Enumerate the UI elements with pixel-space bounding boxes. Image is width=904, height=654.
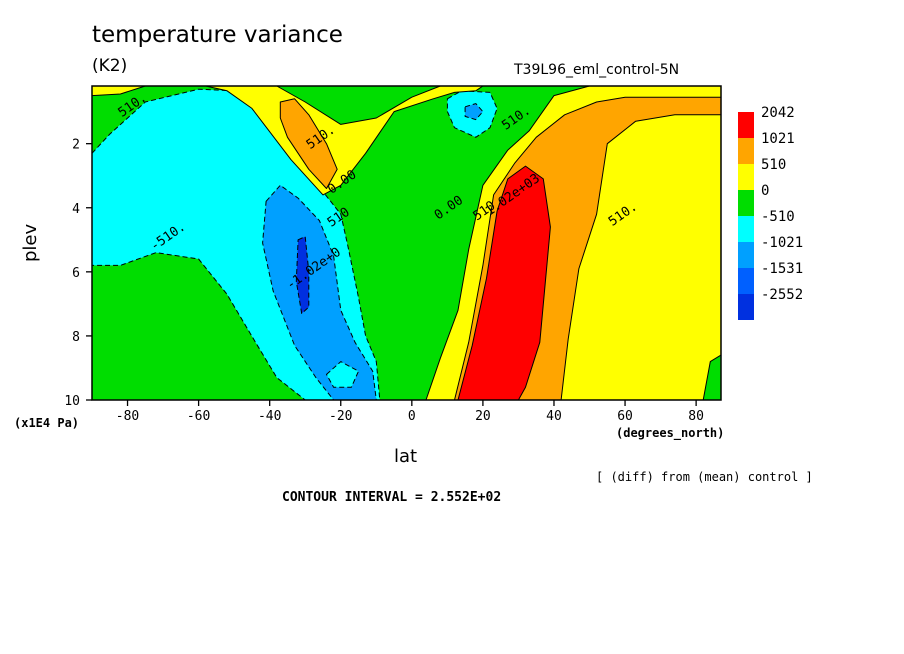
x-tick-label: -60 (187, 409, 210, 424)
legend-swatch (738, 138, 754, 164)
contour-region-3 (464, 103, 484, 121)
contour-region-11 (326, 361, 359, 388)
x-tick-label: 80 (688, 409, 704, 424)
legend-label: -1021 (761, 235, 803, 251)
contour-region-4 (295, 236, 310, 314)
contour-region-10 (457, 165, 551, 401)
plot-frame (91, 85, 722, 401)
legend-label: 510 (761, 157, 786, 173)
x-tick-label: -40 (258, 409, 281, 424)
contour-interval: CONTOUR INTERVAL = 2.552E+02 (282, 490, 502, 505)
y-tick-label: 8 (72, 330, 80, 345)
x-axis-label: lat (394, 446, 418, 467)
chart-units: (K2) (92, 56, 128, 76)
x-tick-label: 40 (546, 409, 562, 424)
contour-regions (91, 85, 722, 401)
x-tick-label: 60 (617, 409, 633, 424)
contour-region-5 (205, 85, 484, 196)
contour-region-8 (279, 98, 338, 189)
contour-region-2 (262, 184, 377, 401)
x-axis: -80 -60 -40 -20 0 20 40 60 80 (116, 400, 704, 424)
x-tick-label: 0 (408, 409, 416, 424)
legend-label: -2552 (761, 287, 803, 303)
diff-note: [ (diff) from (mean) control ] (596, 470, 813, 484)
run-label: T39L96_eml_control-5N (514, 62, 680, 78)
legend-swatch (738, 112, 754, 138)
y-tick-label: 6 (72, 266, 80, 281)
x-axis-units: (degrees_north) (616, 426, 725, 440)
y-axis-units: (x1E4 Pa) (14, 416, 80, 430)
legend-swatch (738, 294, 754, 320)
legend-swatch (738, 190, 754, 216)
legend-label: 1021 (761, 131, 795, 147)
legend-swatch (738, 242, 754, 268)
legend-label: 2042 (761, 105, 795, 121)
x-tick-label: 20 (475, 409, 491, 424)
x-tick-label: -80 (116, 409, 139, 424)
legend-label: 0 (761, 183, 769, 199)
legend-label: -510 (761, 209, 795, 225)
y-tick-label: 4 (72, 202, 80, 217)
legend-swatch (738, 268, 754, 294)
legend-label: -1531 (761, 261, 803, 277)
y-axis-label: plev (20, 223, 41, 262)
y-axis: 2 4 6 8 10 (64, 138, 92, 409)
y-tick-label: 10 (64, 394, 80, 409)
x-tick-label: -20 (329, 409, 352, 424)
y-tick-label: 2 (72, 138, 80, 153)
chart-title: temperature variance (92, 22, 343, 48)
color-legend: 2042 1021 510 0 -510 -1021 -1531 -2552 (738, 105, 803, 320)
legend-swatch (738, 216, 754, 242)
legend-swatch (738, 164, 754, 190)
